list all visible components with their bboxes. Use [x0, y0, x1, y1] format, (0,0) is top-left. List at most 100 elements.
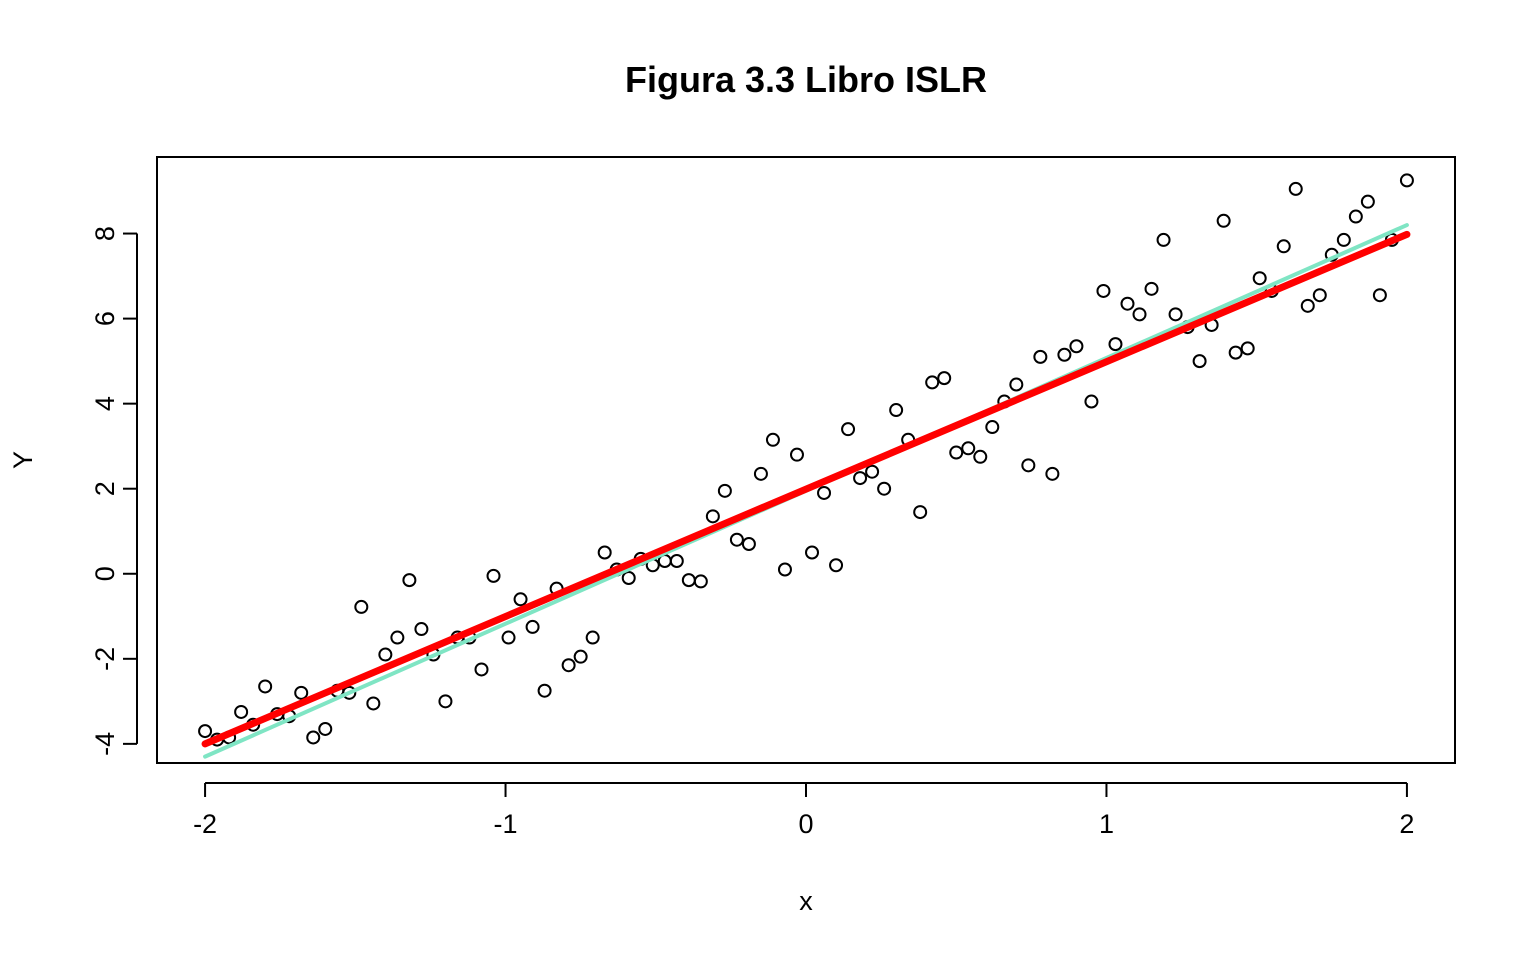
data-point — [669, 554, 684, 568]
x-tick-label: -2 — [193, 809, 217, 839]
data-point — [234, 704, 249, 719]
y-tick-label: 6 — [90, 311, 120, 326]
data-point — [513, 592, 528, 607]
data-point — [1069, 339, 1084, 354]
data-point — [585, 630, 600, 645]
data-point — [198, 724, 213, 739]
x-tick-label: -1 — [494, 809, 518, 839]
data-point — [1144, 281, 1159, 296]
data-point — [438, 694, 453, 709]
data-point — [777, 562, 792, 577]
x-axis-label: x — [799, 886, 813, 916]
data-point — [1300, 298, 1315, 313]
data-point — [402, 573, 417, 588]
data-point — [973, 449, 988, 464]
data-point — [1009, 377, 1024, 392]
data-point — [705, 509, 720, 524]
data-point — [354, 599, 369, 614]
data-point — [1216, 213, 1231, 228]
data-point — [925, 375, 940, 390]
data-point — [573, 649, 588, 664]
regression-lines — [201, 223, 1411, 759]
data-point — [501, 630, 516, 645]
y-tick-label: 0 — [90, 566, 120, 581]
data-point — [1312, 288, 1327, 303]
data-point — [1240, 341, 1255, 356]
y-tick-label: 2 — [90, 481, 120, 496]
data-point — [805, 545, 820, 560]
data-point — [1336, 232, 1351, 247]
data-point — [525, 619, 540, 634]
y-tick-label: 8 — [90, 226, 120, 241]
data-point — [1045, 466, 1060, 481]
data-point — [318, 721, 333, 736]
data-point — [1033, 349, 1048, 364]
data-point — [961, 441, 976, 456]
x-tick-label: 2 — [1399, 809, 1414, 839]
y-tick-label: 4 — [90, 396, 120, 411]
data-point — [841, 422, 856, 437]
data-point — [729, 532, 744, 547]
y-axis: -4 -2 0 2 4 6 8 — [90, 226, 138, 756]
y-tick-label: -4 — [90, 732, 120, 756]
data-point — [949, 445, 964, 460]
data-point — [1108, 337, 1123, 352]
data-point — [366, 696, 381, 711]
data-point — [1228, 345, 1243, 360]
data-points — [198, 173, 1414, 747]
data-point — [681, 573, 696, 588]
data-point — [913, 505, 928, 520]
data-point — [1084, 394, 1099, 409]
x-axis: -2 -1 0 1 2 — [193, 782, 1414, 839]
x-tick-label: 1 — [1099, 809, 1114, 839]
data-point — [1360, 194, 1375, 209]
plot-frame — [156, 156, 1456, 764]
data-point — [1372, 288, 1387, 303]
data-point — [1021, 458, 1036, 473]
y-axis-label: Y — [8, 451, 38, 469]
y-tick-label: -2 — [90, 647, 120, 671]
data-point — [985, 420, 1000, 435]
data-point — [621, 571, 636, 586]
data-point — [486, 568, 501, 583]
data-point — [294, 685, 309, 700]
data-point — [937, 371, 952, 386]
data-point — [561, 658, 576, 673]
data-point — [474, 662, 489, 677]
data-point — [877, 481, 892, 496]
x-tick-label: 0 — [798, 809, 813, 839]
data-point — [753, 466, 768, 481]
data-point — [414, 622, 429, 637]
chart-title: Figura 3.3 Libro ISLR — [625, 59, 987, 100]
data-point — [693, 574, 708, 589]
data-point — [597, 545, 612, 560]
least-squares-line — [201, 230, 1411, 748]
data-point — [306, 730, 321, 745]
data-point — [1132, 307, 1147, 322]
data-point — [829, 558, 844, 573]
data-point — [1120, 296, 1135, 311]
data-point — [378, 647, 393, 662]
data-point — [1096, 283, 1111, 298]
data-point — [342, 685, 357, 700]
data-point — [1192, 354, 1207, 369]
data-point — [853, 471, 868, 486]
data-point — [390, 630, 405, 645]
data-point — [258, 679, 273, 694]
data-point — [1252, 271, 1267, 286]
data-point — [1276, 239, 1291, 254]
data-point — [1168, 307, 1183, 322]
data-point — [1399, 173, 1414, 188]
data-point — [537, 683, 552, 698]
data-point — [865, 464, 880, 479]
data-point — [1057, 347, 1072, 362]
data-point — [789, 447, 804, 462]
data-point — [817, 485, 832, 500]
data-point — [1348, 209, 1363, 224]
data-point — [765, 432, 780, 447]
data-point — [889, 403, 904, 418]
data-point — [717, 483, 732, 498]
data-point — [741, 536, 756, 551]
data-point — [1288, 181, 1303, 196]
